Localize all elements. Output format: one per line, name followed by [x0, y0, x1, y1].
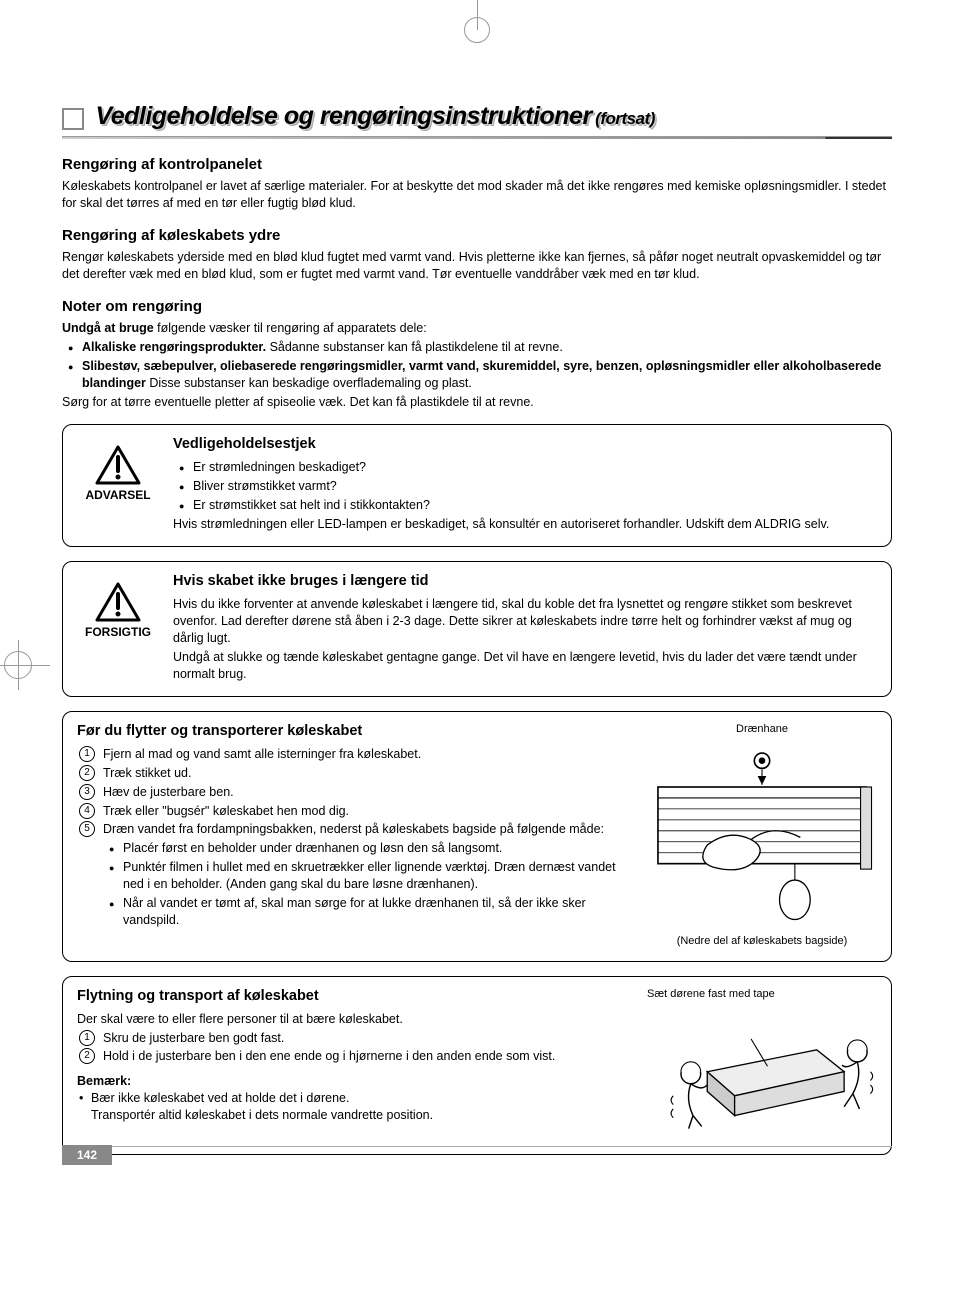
warning-box: ADVARSEL Vedligeholdelsestjek Er strømle… [62, 424, 892, 547]
note-label: Bemærk: [77, 1073, 637, 1090]
page-title: Vedligeholdelse og rengøringsinstruktion… [95, 102, 591, 130]
caution-icon-block: FORSIGTIG [77, 572, 159, 640]
page: Vedligeholdelse og rengøringsinstruktion… [0, 0, 954, 1195]
warning-triangle-icon [95, 445, 141, 485]
caution-label: FORSIGTIG [77, 624, 159, 640]
heading-control-panel: Rengøring af kontrolpanelet [62, 155, 892, 175]
before-move-heading: Før du flytter og transporterer køleskab… [77, 722, 637, 742]
step-5: Dræn vandet fra fordampningsbakken, nede… [77, 821, 637, 928]
transport-heading: Flytning og transport af køleskabet [77, 987, 637, 1007]
before-move-box: Før du flytter og transporterer køleskab… [62, 711, 892, 962]
step-5-b1: Placér først en beholder under drænhanen… [109, 840, 637, 857]
page-number: 142 [62, 1145, 112, 1165]
transport-steps: Skru de justerbare ben godt fast. Hold i… [77, 1030, 637, 1066]
page-title-suffix: (fortsat) [595, 109, 655, 128]
caution-body2: Undgå at slukke og tænde køleskabet gent… [173, 649, 877, 683]
cleaning-intro: Undgå at bruge følgende væsker til rengø… [62, 320, 892, 337]
caution-box: FORSIGTIG Hvis skabet ikke bruges i læng… [62, 561, 892, 697]
warn-b1: Er strømledningen beskadiget? [179, 459, 877, 476]
caution-heading: Hvis skabet ikke bruges i længere tid [173, 572, 877, 592]
trans-step-2: Hold i de justerbare ben i den ene ende … [77, 1048, 637, 1065]
heading-exterior: Rengøring af køleskabets ydre [62, 226, 892, 246]
tape-label: Sæt dørene fast med tape [647, 987, 877, 1002]
caution-body: Hvis du ikke forventer at anvende kølesk… [173, 596, 877, 647]
transport-notes: Bær ikke køleskabet ved at holde det i d… [77, 1090, 637, 1124]
footer-line [62, 1146, 892, 1147]
title-square-icon [62, 108, 84, 130]
step-3: Hæv de justerbare ben. [77, 784, 637, 801]
caution-triangle-icon [95, 582, 141, 622]
step-5-b2: Punktér filmen i hullet med en skruetræk… [109, 859, 637, 893]
carry-illustration [647, 1006, 877, 1137]
title-bar: Vedligeholdelse og rengøringsinstruktion… [62, 100, 892, 139]
step-5-b3: Når al vandet er tømt af, skal man sørge… [109, 895, 637, 929]
trans-step-1: Skru de justerbare ben godt fast. [77, 1030, 637, 1047]
trans-note-2: Transportér altid køleskabet i dets norm… [91, 1108, 433, 1122]
cleaning-bullets: Alkaliske rengøringsprodukter. Sådanne s… [62, 339, 892, 392]
body-exterior: Rengør køleskabets yderside med en blød … [62, 249, 892, 283]
warn-b3: Er strømstikket sat helt ind i stikkonta… [179, 497, 877, 514]
drain-caption: (Nedre del af køleskabets bagside) [647, 934, 877, 949]
cleaning-b1-bold: Alkaliske rengøringsprodukter. [82, 340, 266, 354]
trans-note-1: Bær ikke køleskabet ved at holde det i d… [91, 1091, 349, 1105]
transport-box: Flytning og transport af køleskabet Der … [62, 976, 892, 1155]
before-move-steps: Fjern al mad og vand samt alle isterning… [77, 746, 637, 929]
step-4: Træk eller "bugsér" køleskabet hen mod d… [77, 803, 637, 820]
warn-after: Hvis strømledningen eller LED-lampen er … [173, 516, 877, 533]
step-2: Træk stikket ud. [77, 765, 637, 782]
drain-illustration [647, 741, 877, 927]
cleaning-bullet-2: Slibestøv, sæbepulver, oliebaserede reng… [68, 358, 892, 392]
cleaning-bullet-1: Alkaliske rengøringsprodukter. Sådanne s… [68, 339, 892, 356]
cleaning-intro-rest: følgende væsker til rengøring af apparat… [154, 321, 427, 335]
step-1: Fjern al mad og vand samt alle isterning… [77, 746, 637, 763]
warning-label: ADVARSEL [77, 487, 159, 503]
heading-cleaning-notes: Noter om rengøring [62, 297, 892, 317]
cleaning-outro: Sørg for at tørre eventuelle pletter af … [62, 394, 892, 411]
cleaning-b1-rest: Sådanne substanser kan få plastikdelene … [266, 340, 563, 354]
warning-heading: Vedligeholdelsestjek [173, 435, 877, 455]
warning-bullets: Er strømledningen beskadiget? Bliver str… [173, 459, 877, 514]
warning-icon-block: ADVARSEL [77, 435, 159, 503]
transport-intro: Der skal være to eller flere personer ti… [77, 1011, 637, 1028]
title-underline [62, 136, 892, 139]
trans-note: Bær ikke køleskabet ved at holde det i d… [77, 1090, 637, 1124]
cleaning-intro-bold: Undgå at bruge [62, 321, 154, 335]
warn-b2: Bliver strømstikket varmt? [179, 478, 877, 495]
body-control-panel: Køleskabets kontrolpanel er lavet af sær… [62, 178, 892, 212]
cleaning-b2-rest: Disse substanser kan beskadige overflade… [146, 376, 472, 390]
step-5-text: Dræn vandet fra fordampningsbakken, nede… [103, 822, 604, 836]
drain-label: Drænhane [647, 722, 877, 737]
